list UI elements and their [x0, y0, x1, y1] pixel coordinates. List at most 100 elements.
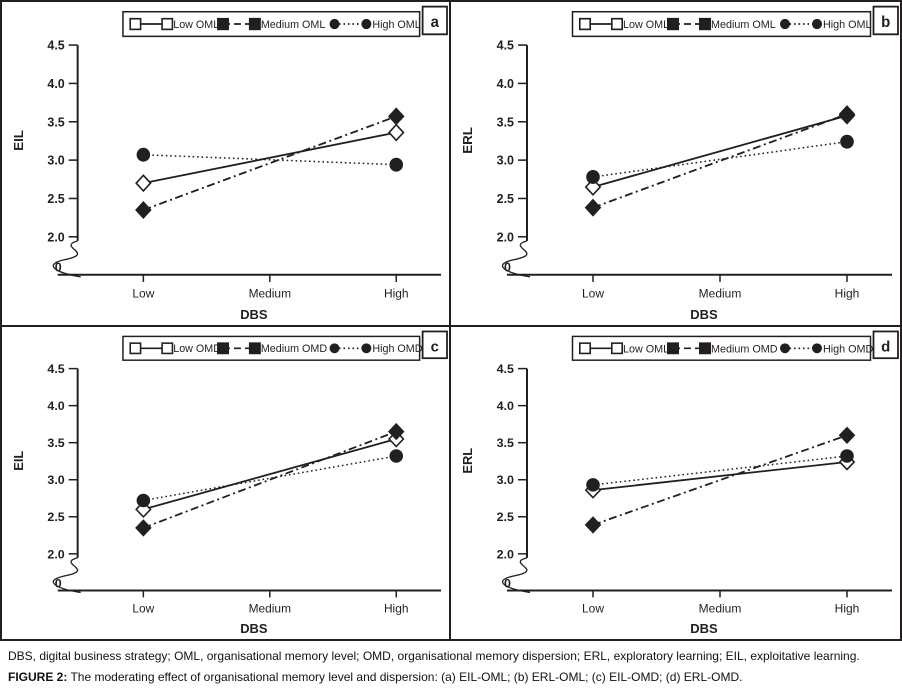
legend-label: Medium OMD	[711, 343, 778, 355]
filled-circle-marker	[361, 18, 372, 30]
series-line-high-omd	[143, 455, 397, 502]
filled-circle-marker	[361, 343, 372, 354]
series-line-low-oml	[143, 131, 397, 185]
legend-label: Medium OMD	[261, 343, 328, 355]
open-square-marker	[579, 17, 592, 31]
panel-letter: a	[431, 14, 440, 31]
y-tick-label: 4.0	[497, 399, 514, 413]
x-axis-title: DBS	[240, 307, 268, 322]
open-diamond-marker	[135, 174, 152, 193]
y-tick-label: 3.0	[47, 473, 64, 487]
filled-circle-marker	[812, 18, 822, 30]
open-square-marker	[129, 17, 142, 31]
y-tick-label: 2.5	[497, 510, 514, 524]
chart-svg-a: 4.5 4.0 3.5 3.0 2.5 2.0 0 Low Medium High DBS EIL Lo…	[11, 5, 448, 322]
y-break-label: 0	[504, 577, 511, 591]
legend-label: High OML	[372, 19, 420, 31]
panel-letter-box: c	[421, 330, 448, 360]
y-tick-label: 3.5	[497, 115, 514, 129]
plot-series	[584, 105, 856, 217]
y-tick-label: 3.0	[497, 473, 514, 487]
axes: 4.5 4.0 3.5 3.0 2.5 2.0 0 Low Medium High DBS EIL	[11, 362, 442, 636]
series-line-high-oml	[143, 153, 397, 166]
legend: Low OML Medium OML High OML	[122, 10, 421, 38]
chart-panel-a: 4.5 4.0 3.5 3.0 2.5 2.0 0 Low Medium High DBS EIL Lo…	[2, 2, 451, 327]
y-tick-label: 3.0	[47, 154, 64, 168]
y-tick-label: 4.5	[47, 362, 64, 376]
filled-circle-marker	[780, 343, 790, 354]
filled-circle-marker	[389, 157, 404, 172]
chart-panel-d: 4.5 4.0 3.5 3.0 2.5 2.0 0 Low Medium High DBS ERL Lo…	[451, 327, 900, 639]
chart-panel-b: 4.5 4.0 3.5 3.0 2.5 2.0 0 Low Medium High DBS ERL Lo…	[451, 2, 900, 327]
filled-circle-marker	[136, 147, 151, 162]
panel-letter-frame	[872, 330, 899, 360]
legend-box	[571, 335, 872, 361]
axes: 4.5 4.0 3.5 3.0 2.5 2.0 0 Low Medium High DBS EIL	[11, 39, 442, 322]
filled-diamond-marker	[387, 422, 405, 441]
chart-svg-b: 4.5 4.0 3.5 3.0 2.5 2.0 0 Low Medium High DBS ERL Lo…	[460, 5, 899, 322]
y-tick-label: 4.0	[497, 77, 514, 91]
legend-label: Low OML	[623, 343, 669, 355]
y-axis-title: ERL	[460, 127, 475, 154]
y-tick-label: 4.0	[47, 77, 64, 91]
filled-circle-marker	[586, 170, 600, 184]
filled-circle-marker	[329, 343, 340, 354]
y-tick-label: 3.5	[47, 115, 64, 129]
plot-series	[584, 426, 856, 534]
series-line-low-oml	[592, 461, 848, 491]
x-tick-label: Low	[132, 286, 154, 300]
open-square-marker	[161, 17, 174, 31]
legend-label: High OMD	[372, 343, 422, 355]
panel-letter: c	[431, 339, 439, 355]
x-tick-label: Medium	[699, 286, 742, 300]
legend: Low OML Medium OML High OML	[571, 10, 872, 38]
open-square-marker	[129, 342, 142, 355]
filled-diamond-marker	[584, 198, 602, 217]
y-axis-break	[52, 240, 81, 278]
panel-letter-frame	[872, 5, 899, 36]
x-tick-label: High	[835, 286, 860, 300]
y-tick-label: 4.0	[47, 399, 64, 413]
figure-caption-block: DBS, digital business strategy; OML, org…	[0, 641, 902, 687]
legend-label: Medium OML	[261, 19, 325, 31]
panel-letter-frame	[421, 5, 448, 36]
panel-letter: b	[881, 14, 890, 31]
series-line-medium-omd	[592, 434, 848, 526]
series-line-high-oml	[592, 140, 848, 178]
x-tick-label: Low	[582, 601, 604, 615]
panel-letter-box: a	[421, 5, 448, 36]
filled-square-marker	[217, 17, 229, 31]
panel-letter: d	[881, 338, 890, 355]
chart-panel-c: 4.5 4.0 3.5 3.0 2.5 2.0 0 Low Medium High DBS EIL Lo…	[2, 327, 451, 639]
filled-diamond-marker	[838, 105, 856, 124]
figure-caption-label: FIGURE 2:	[8, 670, 68, 685]
y-tick-label: 2.5	[497, 192, 514, 206]
y-axis-title: EIL	[11, 451, 26, 471]
y-tick-label: 3.0	[497, 154, 514, 168]
figure-caption-text: The moderating effect of organisational …	[70, 670, 743, 685]
filled-diamond-marker	[387, 107, 405, 126]
filled-square-marker	[699, 342, 712, 355]
y-axis-break	[501, 240, 531, 278]
series-line-low-oml	[592, 114, 848, 188]
y-tick-label: 2.5	[47, 510, 64, 524]
y-axis-break	[501, 557, 531, 594]
x-tick-label: High	[384, 286, 409, 300]
x-tick-label: Medium	[699, 601, 742, 615]
x-tick-label: Medium	[249, 601, 292, 615]
series-line-high-omd	[592, 455, 848, 486]
open-diamond-marker	[387, 123, 405, 142]
x-tick-label: High	[384, 601, 409, 615]
y-tick-label: 2.0	[497, 230, 514, 244]
y-tick-label: 3.5	[47, 436, 64, 450]
filled-diamond-marker	[584, 516, 602, 534]
x-tick-label: Medium	[249, 286, 291, 300]
x-tick-label: Low	[582, 286, 604, 300]
y-tick-label: 4.5	[497, 39, 514, 53]
y-axis-title: ERL	[460, 448, 475, 474]
y-tick-label: 2.0	[47, 547, 64, 561]
abbreviations-note: DBS, digital business strategy; OML, org…	[8, 649, 860, 663]
y-break-label: 0	[504, 261, 511, 275]
y-axis-break	[52, 557, 81, 594]
y-tick-label: 4.5	[497, 362, 514, 376]
